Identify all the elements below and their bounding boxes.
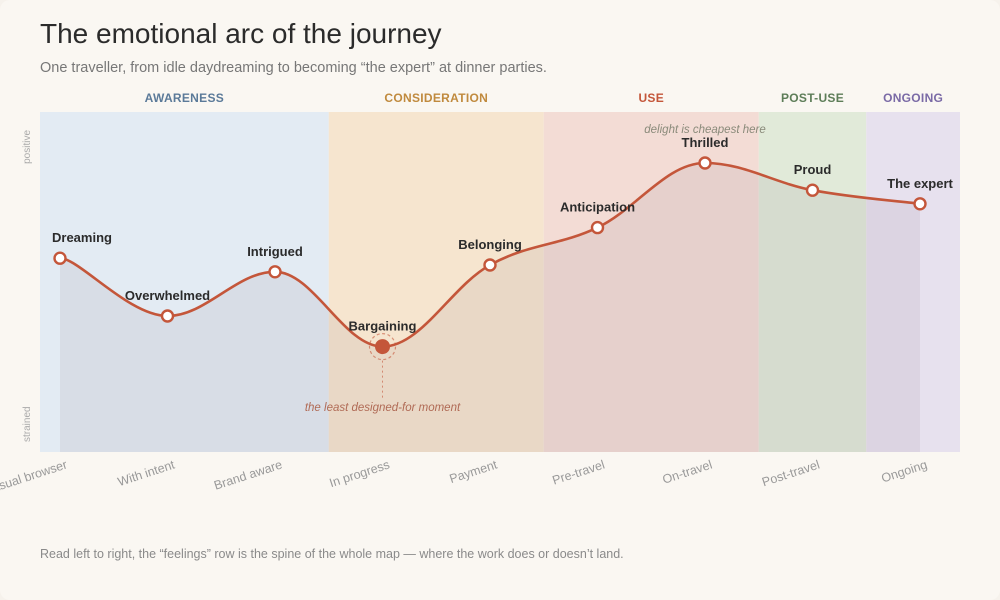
x-tick-payment: Payment xyxy=(448,457,500,486)
data-point-intrigued xyxy=(268,265,282,279)
stage-band-post-use xyxy=(758,112,867,452)
data-point-anticipation xyxy=(590,220,605,235)
y-axis-strained-label: strained xyxy=(22,406,33,442)
x-tick-on-travel: On-travel xyxy=(661,458,714,487)
stage-label-ongoing: ONGOING xyxy=(883,91,943,105)
chart-title: The emotional arc of the journey xyxy=(40,18,442,49)
stage-band-awareness xyxy=(40,112,329,452)
x-tick-in-progress: In progress xyxy=(328,458,392,491)
x-tick-ongoing: Ongoing xyxy=(880,458,929,486)
point-label-thrilled: Thrilled xyxy=(682,135,729,150)
stage-band-ongoing xyxy=(866,112,960,452)
arc-line xyxy=(58,161,922,348)
x-tick-casual-browser: Casual browser xyxy=(0,458,69,498)
point-label-intrigued: Intrigued xyxy=(247,244,303,259)
x-tick-with-intent: With intent xyxy=(116,457,177,489)
point-label-anticipation: Anticipation xyxy=(560,200,635,215)
stage-label-use: USE xyxy=(638,91,664,105)
data-point-thrilled xyxy=(698,156,712,170)
annotation-least-designed: the least designed-for moment xyxy=(305,402,461,414)
point-label-the-expert: The expert xyxy=(887,176,953,191)
point-label-belonging: Belonging xyxy=(458,237,522,252)
stage-label-awareness: AWARENESS xyxy=(145,91,224,105)
point-label-proud: Proud xyxy=(794,162,832,177)
footnote: Read left to right, the “feelings” row i… xyxy=(40,547,624,561)
point-label-bargaining: Bargaining xyxy=(349,319,417,334)
highlight-ring xyxy=(368,333,397,361)
stage-band-consideration xyxy=(328,112,544,452)
data-point-belonging xyxy=(483,258,497,272)
x-tick-brand-aware: Brand aware xyxy=(212,458,284,493)
point-label-overwhelmed: Overwhelmed xyxy=(125,288,210,303)
arc-area xyxy=(60,163,920,452)
stage-label-consideration: CONSIDERATION xyxy=(384,91,488,105)
data-point-proud xyxy=(805,183,820,197)
data-point-bargaining xyxy=(375,339,390,355)
data-point-the-expert xyxy=(913,197,927,211)
x-tick-post-travel: Post-travel xyxy=(760,458,821,490)
stage-band-use xyxy=(543,112,759,452)
data-point-overwhelmed xyxy=(160,309,175,323)
x-tick-pre-travel: Pre-travel xyxy=(551,458,607,488)
stage-label-post-use: POST-USE xyxy=(781,91,844,105)
annotation-delight: delight is cheapest here xyxy=(644,124,765,136)
point-label-dreaming: Dreaming xyxy=(52,230,112,245)
y-axis-positive-label: positive xyxy=(22,130,33,164)
data-point-dreaming xyxy=(53,251,67,265)
chart-subtitle: One traveller, from idle daydreaming to … xyxy=(40,60,547,76)
